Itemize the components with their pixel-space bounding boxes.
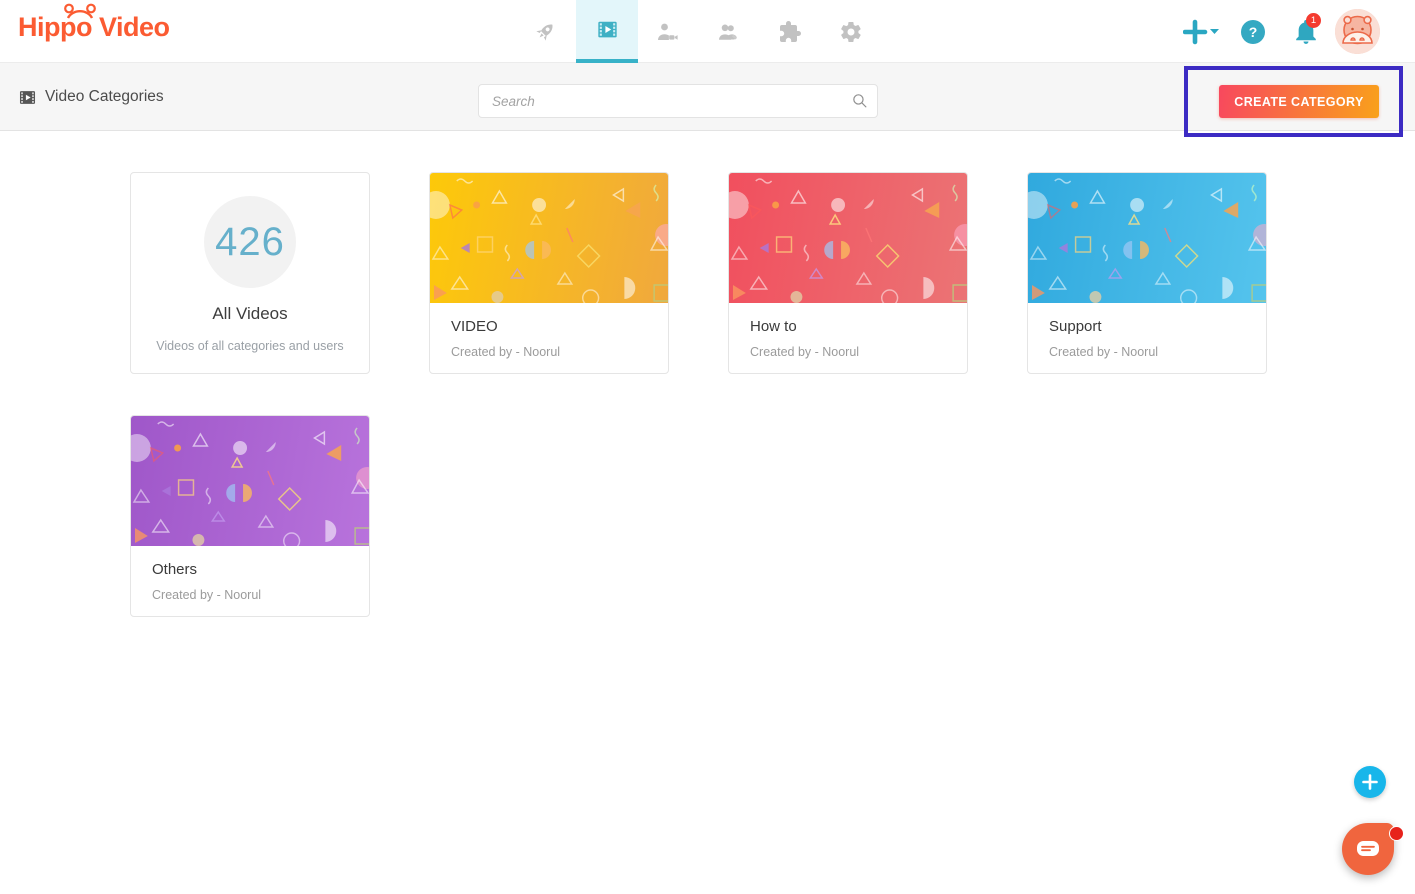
logo-text: Hippo Video [18,12,170,42]
top-navbar: Hippo Video [0,0,1415,63]
teams-icon [719,24,738,40]
category-title: Support [1049,318,1102,335]
category-info: Others Created by - Noorul [131,546,369,602]
breadcrumb: Video Categories [18,63,164,131]
category-title: VIDEO [451,318,498,335]
notification-count: 1 [1310,15,1317,26]
nav-tab-launch[interactable] [514,0,576,63]
all-videos-title: All Videos [212,304,288,323]
category-title: How to [750,318,797,335]
page-title: Video Categories [45,88,164,105]
category-info: VIDEO Created by - Noorul [430,303,668,359]
page-header-bar: Video Categories CREATE CATEGORY [0,63,1415,131]
filmstrip-icon [19,90,36,104]
category-byline: Created by - Noorul [152,588,262,602]
nav-tab-integrations[interactable] [759,0,821,63]
chat-widget-button[interactable] [1342,823,1394,875]
all-videos-card[interactable]: 426 All Videos Videos of all categories … [130,172,370,374]
chat-unread-dot [1389,826,1404,841]
person-video-icon [658,23,678,40]
video-count: 426 [215,219,285,264]
chat-bubble-icon [1357,841,1379,856]
category-title: Others [152,561,198,578]
confetti-pattern [1028,178,1266,303]
video-count-circle: 426 [204,196,296,288]
search-bar [478,84,878,118]
category-info: How to Created by - Noorul [729,303,967,359]
nav-tab-contacts[interactable] [636,0,698,63]
category-card-others[interactable]: Others Created by - Noorul [130,415,370,617]
category-banner [729,173,967,303]
create-new-dropdown[interactable] [1183,18,1219,46]
confetti-pattern [430,178,668,303]
nav-tab-settings[interactable] [820,0,882,63]
category-card-video[interactable]: VIDEO Created by - Noorul [429,172,669,374]
hippo-avatar-icon [1335,9,1380,54]
category-card-how-to[interactable]: How to Created by - Noorul [728,172,968,374]
video-categories-icon [597,21,617,38]
help-glyph: ? [1248,24,1258,40]
search-input[interactable] [478,84,878,118]
settings-gear-icon [841,21,861,42]
category-card-support[interactable]: Support Created by - Noorul [1027,172,1267,374]
hippo-video-logo[interactable]: Hippo Video [18,3,170,42]
category-banner [131,416,369,546]
notification-count-badge: 1 [1306,13,1321,28]
create-category-button[interactable]: CREATE CATEGORY [1219,85,1379,118]
category-info: Support Created by - Noorul [1028,303,1266,359]
integrations-puzzle-icon [780,20,801,42]
all-videos-subtitle: Videos of all categories and users [156,339,344,353]
hippo-head-icon [64,3,96,19]
confetti-pattern [131,421,369,546]
nav-tab-video-categories[interactable] [576,0,638,63]
add-fab-button[interactable] [1354,766,1386,798]
user-avatar[interactable] [1335,9,1380,54]
category-byline: Created by - Noorul [1049,345,1159,359]
plus-icon [1362,774,1378,790]
category-banner [430,173,668,303]
plus-dropdown-icon [1183,19,1219,45]
confetti-pattern [729,178,967,303]
category-byline: Created by - Noorul [451,345,561,359]
category-byline: Created by - Noorul [750,345,860,359]
help-button[interactable]: ? [1241,20,1265,44]
rocket-icon [536,24,553,41]
category-banner [1028,173,1266,303]
nav-tab-teams[interactable] [697,0,759,63]
